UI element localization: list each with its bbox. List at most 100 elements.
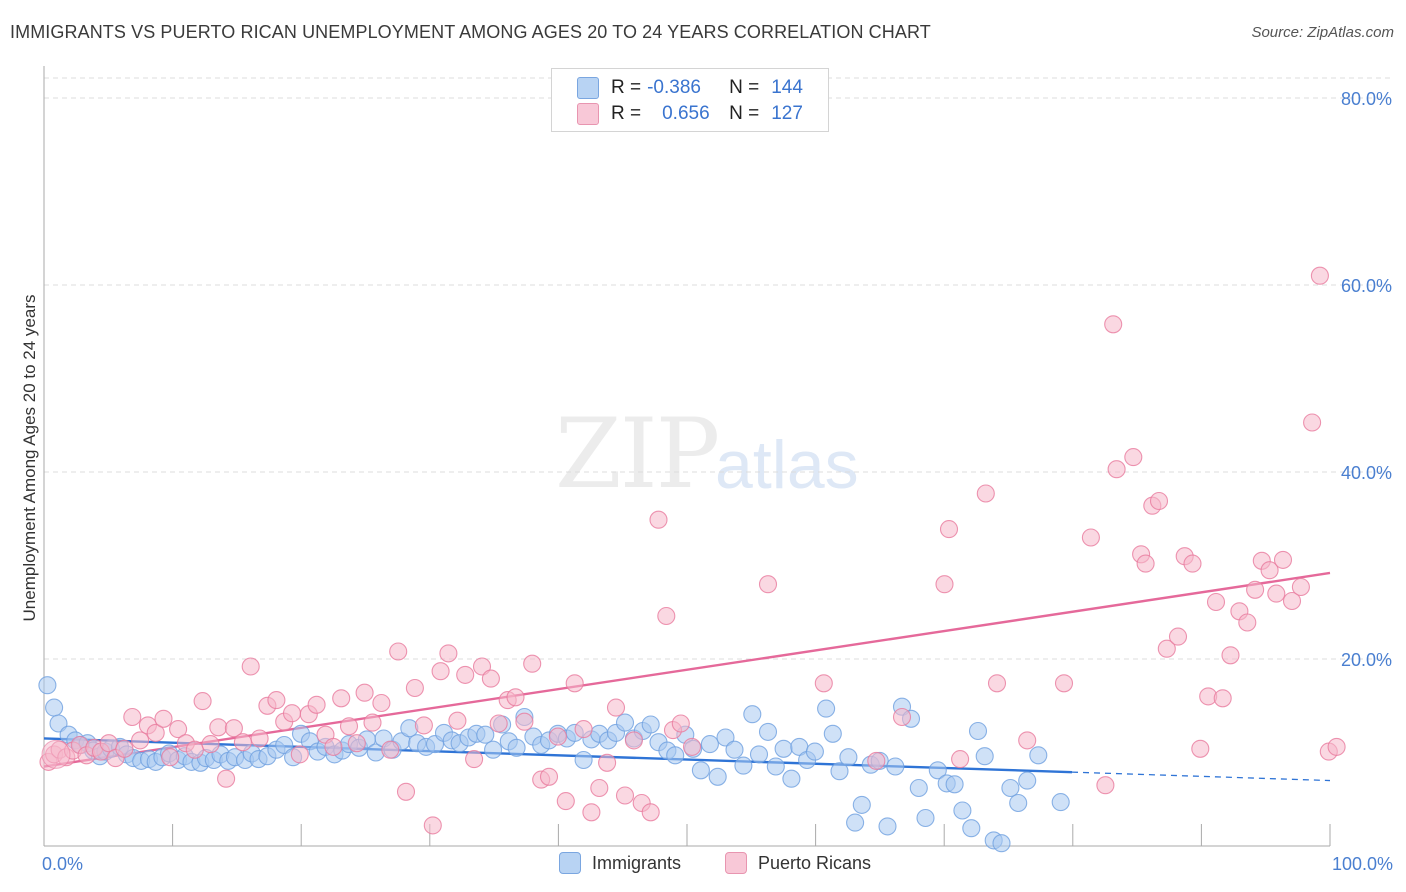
point-immigrants	[975, 747, 994, 766]
point-puerto-ricans	[939, 520, 959, 539]
point-immigrants	[1009, 793, 1028, 813]
point-puerto-ricans	[405, 678, 424, 698]
point-puerto-ricans	[641, 803, 660, 822]
point-puerto-ricans	[489, 714, 508, 733]
point-immigrants	[749, 745, 769, 764]
legend-r-label: R =	[611, 103, 642, 124]
legend-swatch-puerto-ricans	[725, 852, 747, 874]
point-puerto-ricans	[131, 731, 150, 750]
y-tick-label: 40.0%	[1341, 463, 1392, 483]
point-puerto-ricans	[1291, 577, 1310, 597]
legend-n-value: 144	[771, 77, 803, 98]
point-immigrants	[45, 698, 64, 717]
point-immigrants	[909, 778, 928, 798]
point-immigrants	[1001, 778, 1020, 798]
point-puerto-ricans	[332, 689, 351, 708]
axes	[43, 66, 1331, 847]
point-immigrants	[666, 746, 685, 765]
legend-row-puerto-ricans: R = 0.656 N = 127	[552, 101, 803, 127]
point-immigrants	[615, 713, 635, 732]
point-puerto-ricans	[1054, 674, 1074, 693]
point-puerto-ricans	[523, 654, 542, 673]
point-immigrants	[476, 725, 495, 744]
point-puerto-ricans	[169, 720, 188, 739]
point-puerto-ricans	[241, 657, 260, 676]
point-immigrants	[758, 722, 778, 741]
point-immigrants	[49, 714, 68, 733]
legend-label-immigrants: Immigrants	[592, 852, 682, 873]
point-immigrants	[774, 739, 793, 758]
x-tick-label: 100.0%	[1332, 854, 1393, 874]
point-puerto-ricans	[556, 792, 575, 811]
point-immigrants	[691, 761, 710, 780]
legend-swatch-immigrants	[577, 77, 599, 99]
point-puerto-ricans	[431, 662, 450, 681]
point-immigrants	[766, 757, 785, 776]
point-puerto-ricans	[355, 683, 374, 702]
point-puerto-ricans	[758, 575, 778, 594]
point-immigrants	[716, 728, 735, 747]
legend-n-value: 127	[771, 103, 803, 124]
point-puerto-ricans	[414, 716, 433, 735]
legend-label-puerto-ricans: Puerto Ricans	[758, 852, 872, 873]
point-immigrants	[1051, 793, 1070, 812]
point-puerto-ricans	[1206, 592, 1226, 612]
point-puerto-ricans	[233, 733, 252, 752]
point-puerto-ricans	[209, 718, 228, 737]
point-puerto-ricans	[123, 707, 142, 727]
y-tick-label: 20.0%	[1341, 650, 1392, 670]
point-puerto-ricans	[649, 510, 668, 529]
watermark-atlas: atlas	[715, 427, 859, 503]
point-puerto-ricans	[867, 751, 886, 770]
watermark-zip: ZIP	[555, 398, 720, 510]
point-puerto-ricans	[1081, 528, 1100, 547]
point-immigrants	[1018, 771, 1037, 790]
data-points	[38, 266, 1346, 853]
y-tick-label: 60.0%	[1341, 276, 1392, 296]
point-puerto-ricans	[624, 731, 643, 750]
point-puerto-ricans	[193, 692, 212, 711]
point-immigrants	[507, 738, 526, 757]
point-puerto-ricans	[515, 712, 534, 731]
point-immigrants	[916, 808, 935, 828]
point-puerto-ricans	[565, 674, 584, 693]
point-puerto-ricans	[615, 786, 635, 805]
point-puerto-ricans	[951, 750, 970, 769]
chart-title: IMMIGRANTS VS PUERTO RICAN UNEMPLOYMENT …	[10, 22, 931, 42]
point-puerto-ricans	[1282, 591, 1302, 611]
point-puerto-ricans	[1104, 315, 1123, 334]
point-puerto-ricans	[935, 575, 954, 594]
point-puerto-ricans	[548, 727, 567, 746]
point-puerto-ricans	[389, 642, 408, 661]
point-immigrants	[484, 740, 503, 759]
point-immigrants	[275, 735, 294, 755]
point-puerto-ricans	[606, 698, 626, 717]
point-puerto-ricans	[146, 723, 165, 742]
legend-r-value: 0.656	[662, 103, 710, 124]
point-immigrants	[928, 761, 947, 780]
point-immigrants	[743, 705, 762, 724]
point-immigrants	[817, 699, 836, 718]
point-puerto-ricans	[1018, 731, 1037, 750]
source-label: Source: ZipAtlas.com	[1251, 24, 1394, 41]
point-immigrants	[1029, 746, 1048, 765]
point-immigrants	[852, 795, 871, 814]
point-puerto-ricans	[1107, 460, 1126, 479]
point-puerto-ricans	[250, 729, 269, 748]
point-puerto-ricans	[363, 713, 382, 732]
point-puerto-ricans	[161, 748, 180, 767]
point-immigrants	[574, 750, 593, 770]
point-puerto-ricans	[448, 711, 467, 730]
point-puerto-ricans	[976, 484, 995, 503]
point-puerto-ricans	[339, 717, 359, 736]
point-puerto-ricans	[201, 735, 220, 754]
point-immigrants	[641, 715, 660, 734]
point-puerto-ricans	[682, 737, 702, 756]
point-puerto-ricans	[1303, 413, 1322, 432]
legend-row-immigrants: R = -0.386 N = 144	[552, 75, 803, 101]
legend-r-label: R =	[611, 77, 642, 98]
legend-swatch-immigrants	[559, 852, 581, 874]
point-immigrants	[878, 817, 897, 836]
point-puerto-ricans	[590, 778, 609, 798]
